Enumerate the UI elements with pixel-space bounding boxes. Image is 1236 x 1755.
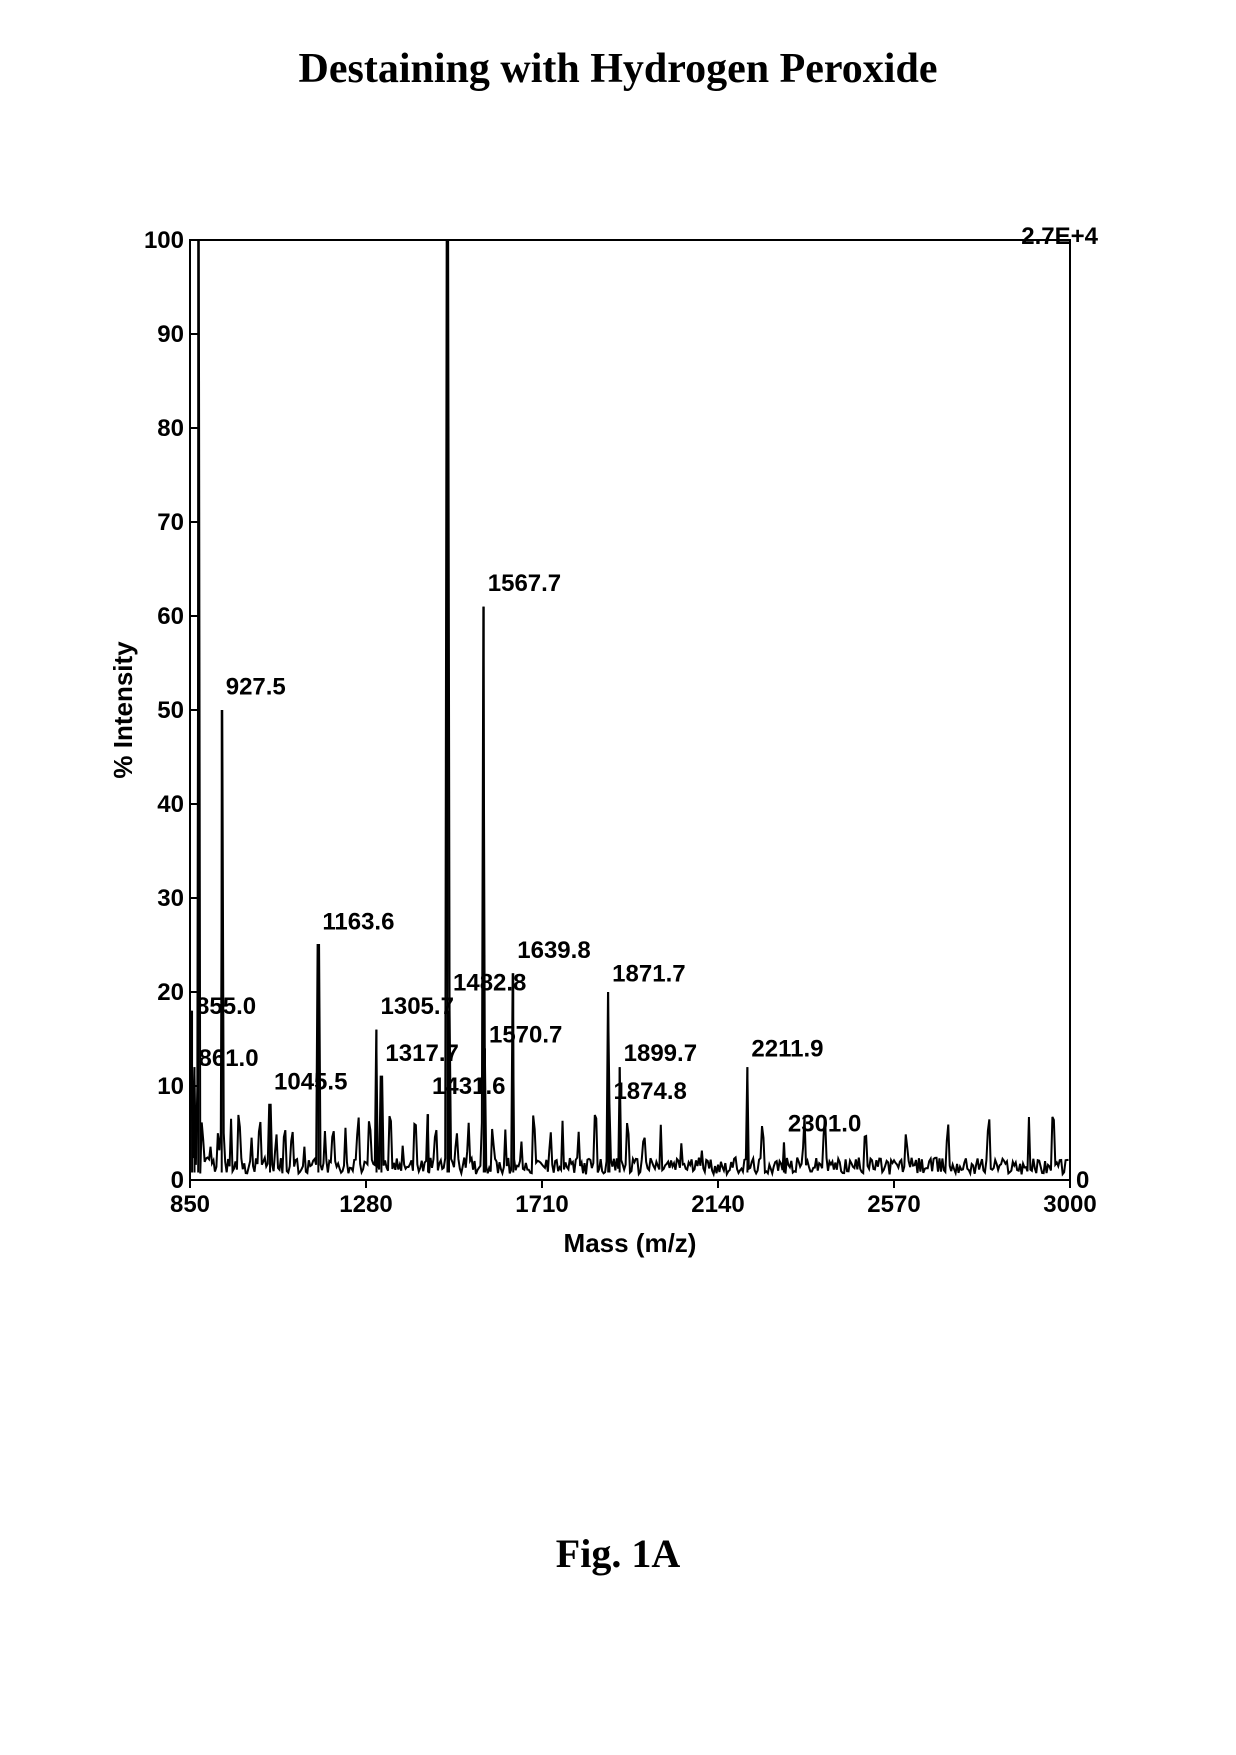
svg-text:1570.7: 1570.7 <box>489 1021 562 1048</box>
svg-text:850: 850 <box>170 1191 210 1218</box>
svg-text:2.7E+4: 2.7E+4 <box>1021 223 1098 250</box>
svg-text:% Intensity: % Intensity <box>108 641 138 779</box>
svg-text:Mass (m/z): Mass (m/z) <box>564 1228 697 1258</box>
svg-text:2570: 2570 <box>867 1191 920 1218</box>
svg-text:70: 70 <box>157 509 184 536</box>
svg-text:1163.6: 1163.6 <box>322 909 394 936</box>
svg-text:1431.6: 1431.6 <box>432 1073 505 1100</box>
svg-text:1567.7: 1567.7 <box>488 570 561 597</box>
chart-title: Destaining with Hydrogen Peroxide <box>0 45 1236 93</box>
svg-text:1639.8: 1639.8 <box>517 937 590 964</box>
svg-text:1317.7: 1317.7 <box>385 1040 458 1067</box>
svg-text:30: 30 <box>157 885 184 912</box>
svg-text:1280: 1280 <box>339 1191 392 1218</box>
svg-text:927.5: 927.5 <box>226 674 286 701</box>
svg-text:60: 60 <box>157 603 184 630</box>
mass-spectrum-chart: 0102030405060708090100085012801710214025… <box>100 220 1100 1280</box>
svg-text:2211.9: 2211.9 <box>751 1036 823 1063</box>
svg-text:100: 100 <box>144 227 184 254</box>
svg-text:2301.0: 2301.0 <box>788 1111 861 1138</box>
figure-label: Fig. 1A <box>0 1530 1236 1577</box>
svg-text:80: 80 <box>157 415 184 442</box>
svg-text:3000: 3000 <box>1043 1191 1096 1218</box>
svg-text:0: 0 <box>171 1167 184 1194</box>
svg-text:1871.7: 1871.7 <box>612 960 685 987</box>
svg-text:1482.8: 1482.8 <box>453 970 526 997</box>
svg-text:855.0: 855.0 <box>196 993 256 1020</box>
svg-text:10: 10 <box>157 1073 184 1100</box>
svg-text:1710: 1710 <box>515 1191 568 1218</box>
svg-text:90: 90 <box>157 321 184 348</box>
svg-text:1899.7: 1899.7 <box>624 1040 697 1067</box>
svg-text:2140: 2140 <box>691 1191 744 1218</box>
svg-text:861.0: 861.0 <box>199 1045 259 1072</box>
svg-text:50: 50 <box>157 697 184 724</box>
svg-text:20: 20 <box>157 979 184 1006</box>
svg-text:1045.5: 1045.5 <box>274 1068 347 1095</box>
svg-text:1305.7: 1305.7 <box>381 993 454 1020</box>
svg-text:40: 40 <box>157 791 184 818</box>
svg-text:1874.8: 1874.8 <box>613 1078 686 1105</box>
svg-text:0: 0 <box>1076 1167 1089 1194</box>
